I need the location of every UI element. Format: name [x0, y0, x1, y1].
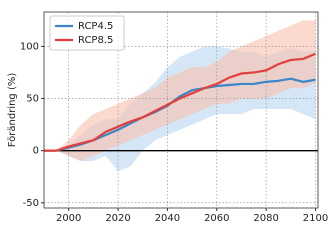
- series-line: [44, 52, 316, 152]
- x-tick-label: 2040: [155, 213, 180, 224]
- x-tick-label: 2080: [253, 213, 278, 224]
- legend-box: [49, 15, 125, 51]
- legend-label: RCP4.5: [78, 21, 113, 32]
- chart: Förändring (%) -50 0 50 100 2000 2020 2040 2060…: [7, 11, 328, 224]
- uncertainty-band: [44, 20, 316, 162]
- legend-label: RCP8.5: [78, 35, 113, 46]
- x-tick-label: 2000: [56, 213, 81, 224]
- plot-frame: [43, 11, 319, 209]
- x-tick-label: 2060: [204, 213, 229, 224]
- y-tick-label: -50: [23, 198, 39, 209]
- y-tick-label: 100: [20, 41, 39, 52]
- y-axis-label: Förändring (%): [7, 73, 18, 148]
- x-tick-label: 2020: [105, 213, 130, 224]
- y-tick-label: 50: [26, 94, 39, 105]
- x-tick-label: 2100: [303, 213, 328, 224]
- y-tick-label: 0: [33, 146, 39, 157]
